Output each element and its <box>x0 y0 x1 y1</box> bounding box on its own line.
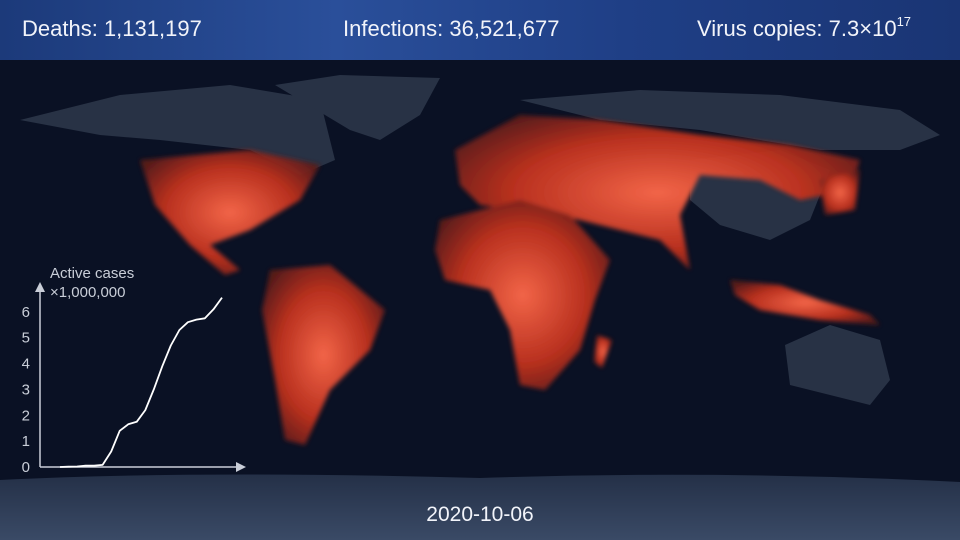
virus-copies: Virus copies: 7.3×1017 <box>697 14 912 42</box>
stats-bar: Deaths: 1,131,197 Infections: 36,521,677… <box>0 0 960 60</box>
y-tick-label: 1 <box>22 433 30 450</box>
antarctica <box>0 474 960 540</box>
y-axis-arrow <box>35 282 45 292</box>
y-axis-unit: ×1,000,000 <box>50 284 126 301</box>
y-tick-label: 0 <box>22 459 30 476</box>
y-tick-label: 5 <box>22 330 30 347</box>
virus-copies-exponent: 17 <box>896 14 912 29</box>
y-tick-label: 3 <box>22 381 30 398</box>
x-axis-arrow <box>236 462 246 472</box>
infections-count: Infections: 36,521,677 <box>343 16 560 41</box>
active-cases-line <box>59 297 223 468</box>
date-label: 2020-10-06 <box>426 503 534 526</box>
active-cases-chart: Active cases ×1,000,000 0 1 2 3 4 5 6 <box>22 265 246 476</box>
deaths-count: Deaths: 1,131,197 <box>22 16 202 41</box>
y-tick-label: 6 <box>22 304 30 321</box>
virus-copies-text: Virus copies: 7.3×10 <box>697 16 897 41</box>
y-axis-label: Active cases <box>50 265 134 282</box>
infected-land <box>140 115 880 445</box>
y-tick-label: 2 <box>22 407 30 424</box>
y-tick-label: 4 <box>22 356 30 373</box>
